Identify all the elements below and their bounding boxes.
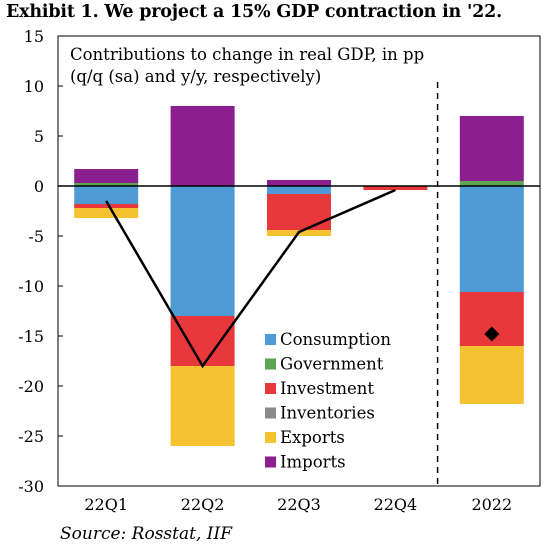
- gdp-marker-diamond: [484, 326, 500, 342]
- legend-label-consumption: Consumption: [280, 330, 391, 349]
- y-tick-label: -30: [18, 477, 44, 496]
- gdp-line: [105, 188, 396, 369]
- bar-22q3-consumption: [267, 186, 331, 194]
- y-tick-label: 0: [34, 177, 44, 196]
- y-tick-label: -15: [18, 327, 44, 346]
- bar-2022-consumption: [459, 186, 524, 292]
- x-axis: 22Q1 22Q2 22Q3 22Q4 2022: [84, 495, 512, 514]
- chart-subtitle-line1: Contributions to change in real GDP, in …: [70, 45, 424, 64]
- legend-label-exports: Exports: [280, 428, 345, 447]
- chart-subtitle-line2: (q/q (sa) and y/y, respectively): [70, 67, 321, 86]
- bar-22q2-consumption: [170, 186, 235, 316]
- bar-22q2-exports: [170, 366, 235, 446]
- legend-swatch-inventories: [265, 407, 276, 419]
- y-tick-label: -25: [18, 427, 44, 446]
- bar-22q4-investment: [363, 186, 428, 190]
- bar-22q2-investment: [170, 316, 235, 366]
- bar-22q1-exports: [74, 208, 139, 218]
- y-tick-label: -10: [18, 277, 44, 296]
- legend-label-inventories: Inventories: [280, 404, 375, 423]
- source-note: Source: Rosstat, IIF: [60, 524, 232, 544]
- exhibit-title: Exhibit 1. We project a 15% GDP contract…: [6, 2, 502, 22]
- legend: Consumption Government Investment Inventori…: [265, 330, 391, 472]
- legend-label-imports: Imports: [280, 453, 346, 472]
- x-category-label: 22Q1: [84, 495, 128, 514]
- legend-swatch-imports: [265, 456, 276, 468]
- y-tick-label: -5: [28, 227, 44, 246]
- legend-swatch-government: [265, 358, 276, 370]
- y-tick-label: -20: [18, 377, 44, 396]
- bar-22q2-imports: [170, 106, 235, 186]
- y-tick-label: 15: [24, 27, 44, 46]
- x-category-label: 2022: [471, 495, 512, 514]
- x-category-label: 22Q3: [277, 495, 321, 514]
- plot-frame: [57, 35, 541, 487]
- x-category-label: 22Q4: [374, 495, 418, 514]
- legend-label-investment: Investment: [280, 379, 374, 398]
- y-tick-label: 5: [34, 127, 44, 146]
- bar-22q1-investment: [74, 204, 139, 208]
- y-tick-label: 10: [24, 77, 44, 96]
- bar-22q3-imports: [267, 180, 331, 186]
- legend-swatch-exports: [265, 432, 276, 443]
- legend-swatch-consumption: [265, 334, 276, 345]
- bar-2022-exports: [459, 346, 524, 404]
- legend-swatch-investment: [265, 383, 276, 394]
- bar-2022-imports: [459, 116, 524, 181]
- bar-22q1-consumption: [74, 186, 139, 204]
- bar-22q1-government: [74, 183, 139, 186]
- y-axis: 15 10 5 0 -5 -10 -15 -20 -25 -30: [18, 27, 63, 496]
- bar-22q3-investment: [267, 194, 331, 230]
- bar-22q1-imports: [74, 169, 139, 183]
- legend-label-government: Government: [280, 355, 384, 374]
- bar-2022-government: [459, 181, 524, 186]
- x-category-label: 22Q2: [181, 495, 225, 514]
